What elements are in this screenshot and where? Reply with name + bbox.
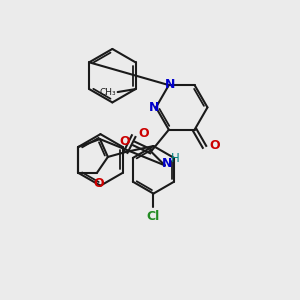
Text: N: N bbox=[165, 78, 175, 91]
Text: H: H bbox=[170, 152, 179, 165]
Text: N: N bbox=[149, 101, 159, 114]
Text: O: O bbox=[209, 140, 220, 152]
Text: Cl: Cl bbox=[147, 210, 160, 224]
Text: N: N bbox=[162, 157, 172, 170]
Text: O: O bbox=[120, 135, 130, 148]
Text: O: O bbox=[94, 177, 104, 190]
Text: O: O bbox=[139, 127, 149, 140]
Text: CH₃: CH₃ bbox=[99, 88, 116, 97]
